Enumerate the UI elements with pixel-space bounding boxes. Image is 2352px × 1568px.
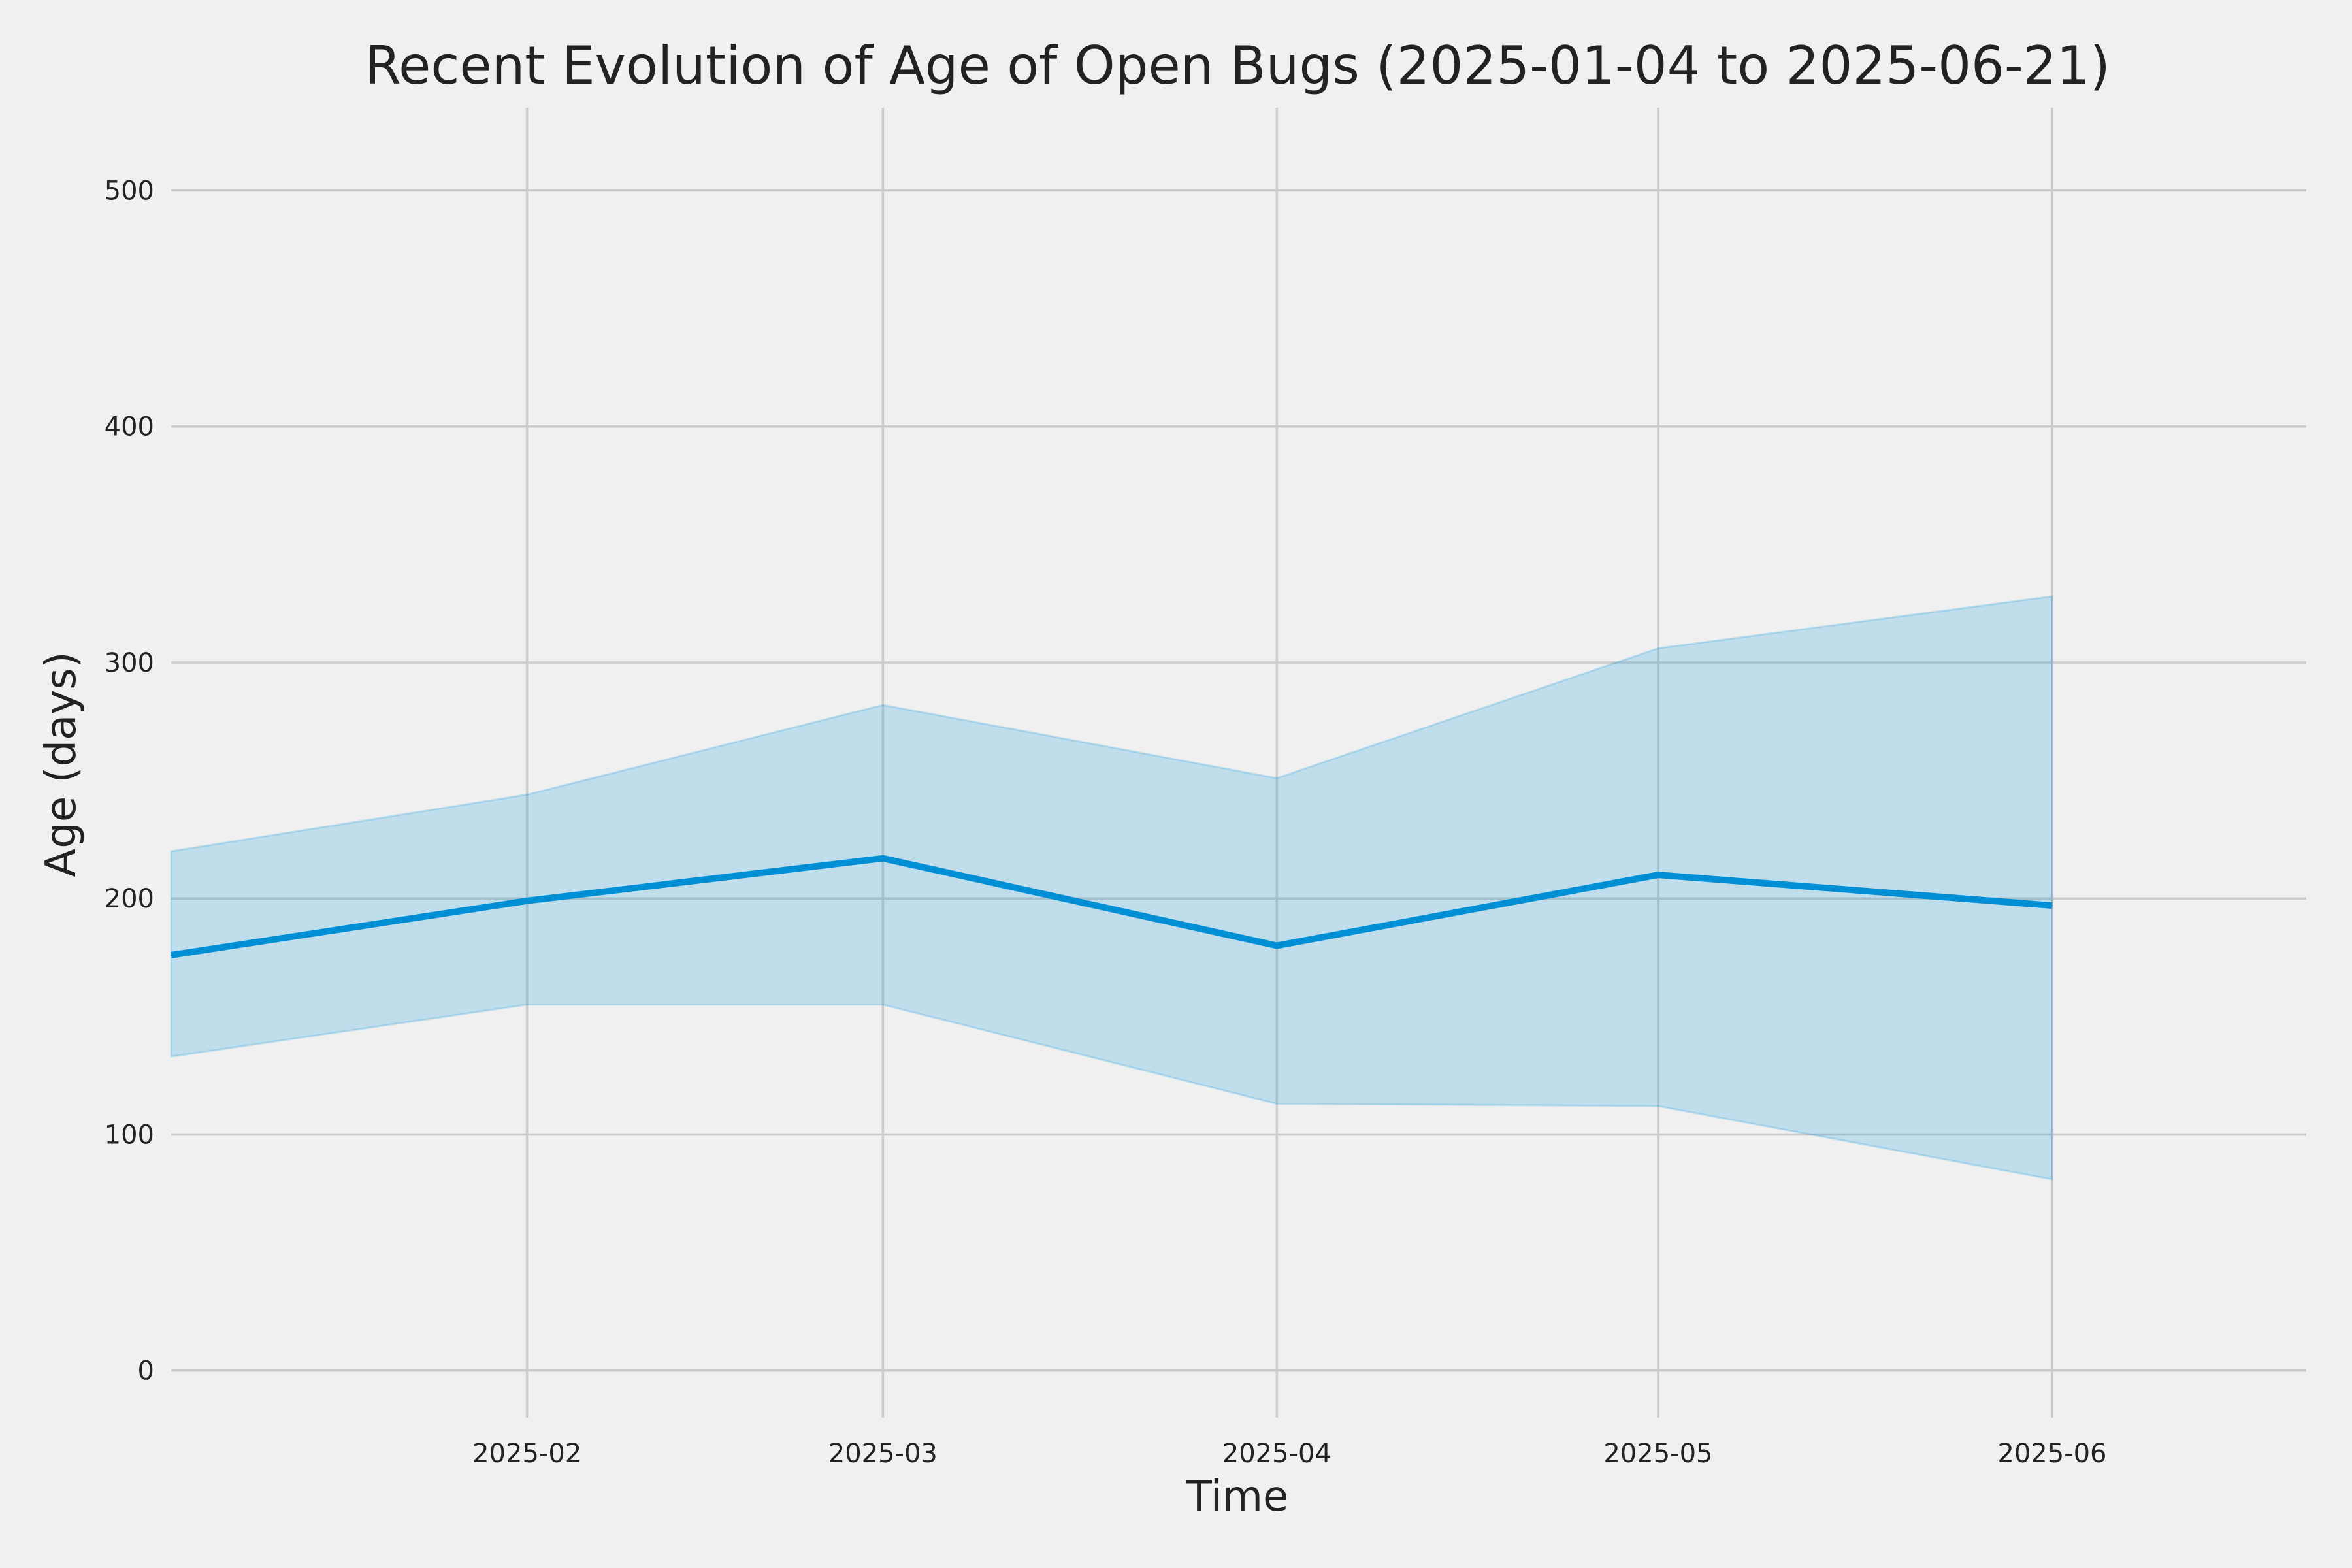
median-point <box>1276 945 1278 947</box>
median-point <box>171 954 172 956</box>
x-tick-label: 2025-02 <box>472 1439 581 1469</box>
x-tick-label: 2025-03 <box>828 1439 938 1469</box>
x-axis-title: Time <box>1186 1473 1289 1521</box>
median-line <box>171 855 2053 958</box>
median-point <box>2051 905 2053 907</box>
y-axis-title: Age (days) <box>37 651 86 877</box>
y-tick-label: 400 <box>105 412 154 442</box>
median-point <box>1657 874 1659 876</box>
median-point <box>526 900 528 902</box>
x-tick-label: 2025-04 <box>1222 1439 1331 1469</box>
y-tick-label: 300 <box>105 648 154 678</box>
line-layer <box>171 855 2053 958</box>
y-tick-label: 0 <box>138 1356 154 1386</box>
x-tick-label: 2025-05 <box>1603 1439 1712 1469</box>
median-point <box>882 857 884 859</box>
x-tick-label: 2025-06 <box>1997 1439 2106 1469</box>
tick-labels: 0 100 200 300 400 500 2025-02 2025-03 2025-04 202… <box>105 176 2107 1469</box>
band-layer <box>170 595 2053 1181</box>
chart-title: Recent Evolution of Age of Open Bugs (20… <box>365 35 2110 96</box>
range-band <box>170 595 2053 1181</box>
y-tick-label: 200 <box>105 884 154 914</box>
y-tick-label: 100 <box>105 1120 154 1150</box>
y-tick-label: 500 <box>105 176 154 206</box>
